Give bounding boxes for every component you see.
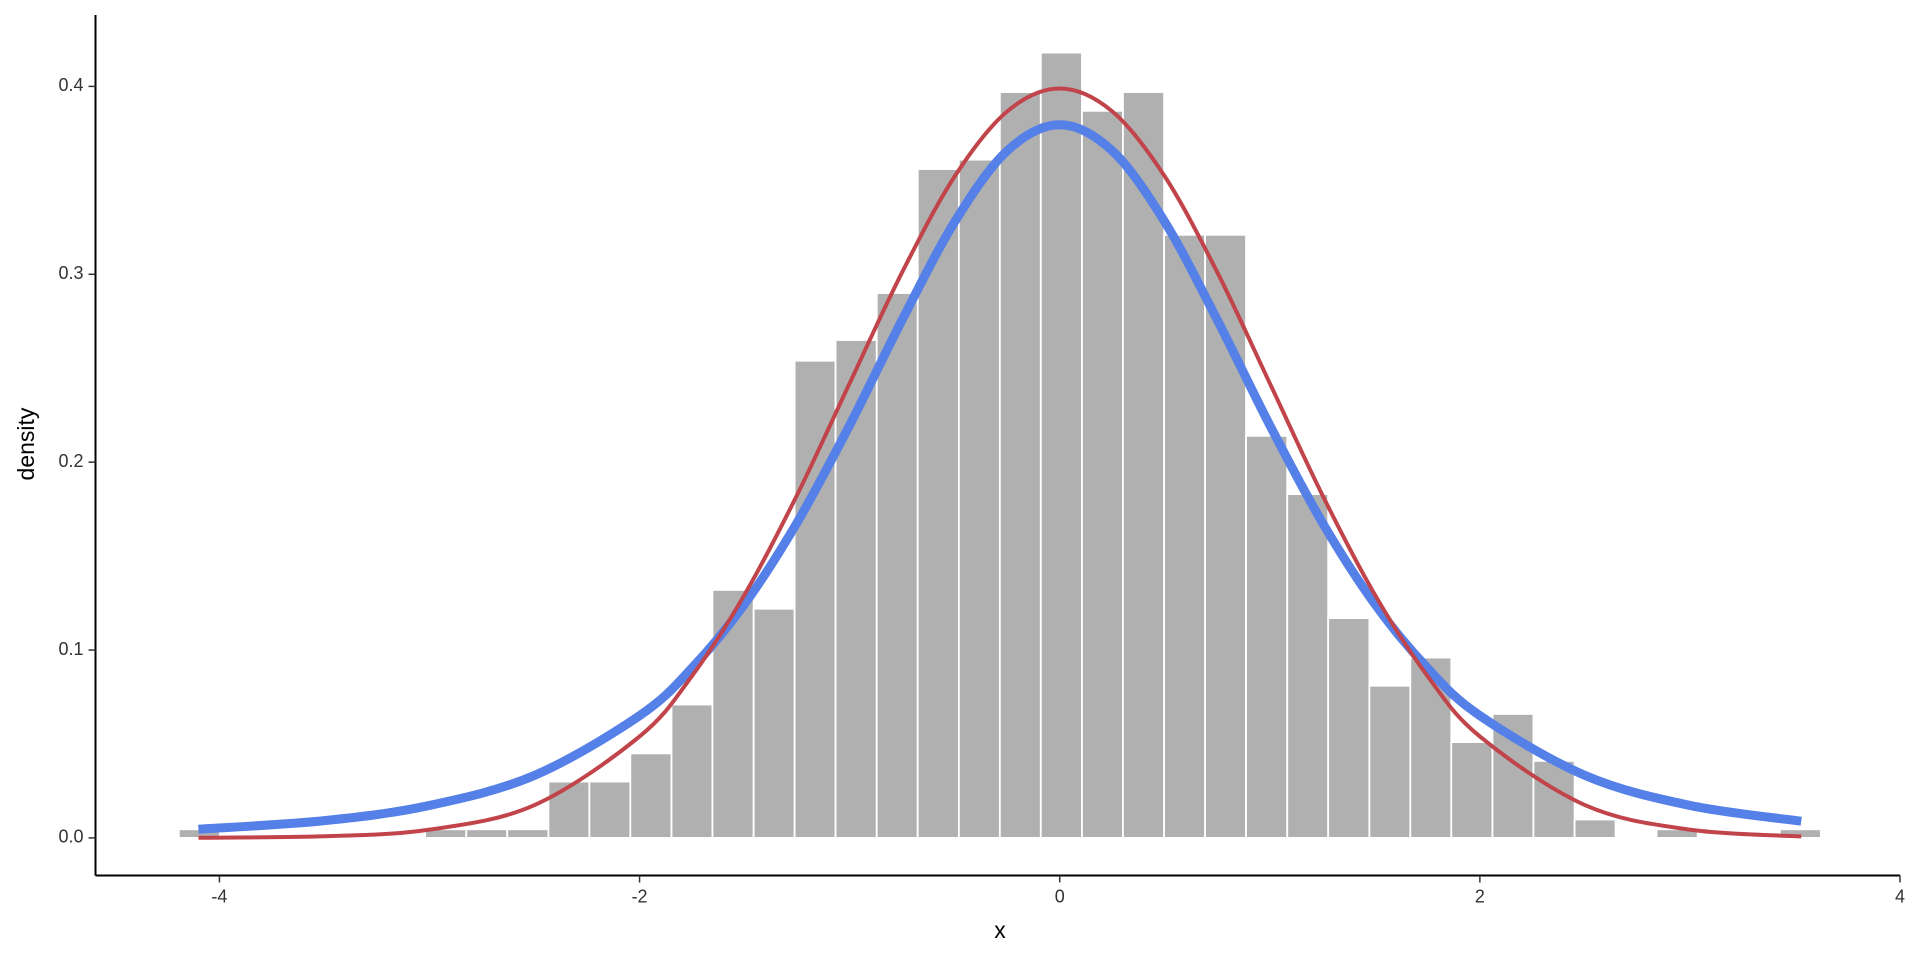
bar	[875, 292, 919, 839]
x-tick-label: 2	[1475, 886, 1485, 906]
bar	[588, 780, 632, 839]
x-tick-label: -2	[632, 886, 648, 906]
bar	[793, 359, 837, 839]
bar	[506, 828, 550, 839]
bar	[1368, 684, 1412, 839]
bar	[834, 339, 878, 839]
bar	[1039, 51, 1083, 839]
bar	[1327, 617, 1371, 839]
density-curve	[198, 120, 1802, 834]
bar	[465, 828, 509, 839]
bar	[1204, 233, 1247, 839]
x-tick-label: 4	[1895, 886, 1905, 906]
bar	[1081, 109, 1124, 839]
bar	[1573, 818, 1617, 839]
bar	[1163, 233, 1206, 839]
y-axis-title: density	[13, 407, 39, 480]
y-tick-label: 0.1	[58, 639, 83, 659]
bar	[1245, 434, 1289, 839]
x-axis-title: x	[994, 917, 1006, 943]
density-curve	[198, 86, 1802, 840]
bar	[670, 703, 714, 839]
y-tick-label: 0.0	[58, 827, 83, 847]
bar	[957, 158, 1001, 839]
x-tick-label: -4	[211, 886, 227, 906]
bar	[629, 752, 673, 839]
x-tick-label: 0	[1055, 886, 1065, 906]
bar	[547, 780, 591, 839]
y-tick-label: 0.4	[58, 75, 83, 95]
y-tick-label: 0.2	[58, 451, 83, 471]
bar	[998, 91, 1042, 839]
y-tick-label: 0.3	[58, 263, 83, 283]
bar	[752, 607, 796, 839]
bar	[711, 589, 755, 839]
bar	[1450, 741, 1494, 839]
bar	[1286, 493, 1330, 839]
